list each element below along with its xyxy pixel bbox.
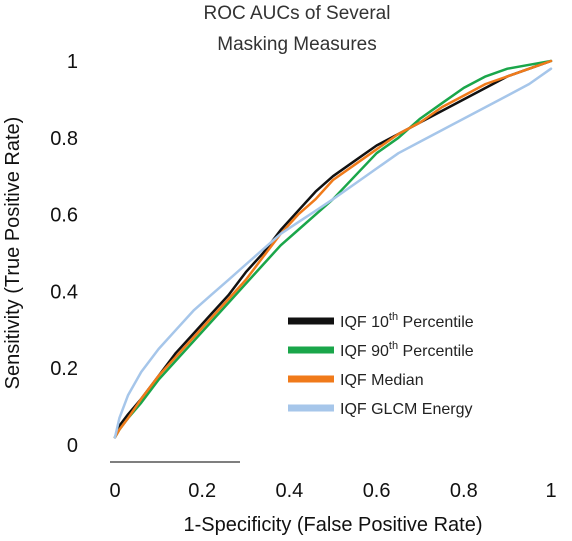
series-line — [113, 59, 553, 439]
x-tick-label: 0.6 — [363, 480, 391, 502]
y-tick-label: 1 — [67, 51, 78, 73]
y-tick-label: 0 — [67, 435, 78, 457]
legend-label: IQF GLCM Energy — [340, 401, 472, 418]
chart-title-line-2: Masking Measures — [217, 34, 376, 55]
legend-label: IQF 10th Percentile — [340, 311, 474, 331]
series-line — [113, 67, 553, 439]
x-axis-label: 1-Specificity (False Positive Rate) — [184, 514, 483, 536]
series-lines — [113, 59, 553, 439]
legend-label: IQF Median — [340, 372, 424, 389]
y-tick-labels: 0 0.2 0.4 0.6 0.8 1 — [50, 51, 78, 457]
x-tick-label: 0.2 — [188, 480, 216, 502]
chart-title: ROC AUCs of Several Masking Measures — [204, 3, 391, 55]
y-tick-label: 0.2 — [50, 358, 78, 380]
chart-title-line-1: ROC AUCs of Several — [204, 3, 391, 24]
x-tick-label: 0 — [109, 480, 120, 502]
x-tick-label: 0.8 — [450, 480, 478, 502]
x-tick-labels: 0 0.2 0.4 0.6 0.8 1 — [109, 480, 556, 502]
series-line — [113, 59, 553, 439]
y-tick-label: 0.8 — [50, 128, 78, 150]
x-tick-label: 1 — [545, 480, 556, 502]
y-tick-label: 0.4 — [50, 281, 78, 303]
x-tick-label: 0.4 — [275, 480, 303, 502]
y-tick-label: 0.6 — [50, 205, 78, 227]
legend: IQF 10th Percentile IQF 90th Percentile IQ… — [288, 311, 474, 418]
y-axis-label: Sensitivity (True Positive Rate) — [2, 117, 24, 390]
legend-label: IQF 90th Percentile — [340, 340, 474, 360]
